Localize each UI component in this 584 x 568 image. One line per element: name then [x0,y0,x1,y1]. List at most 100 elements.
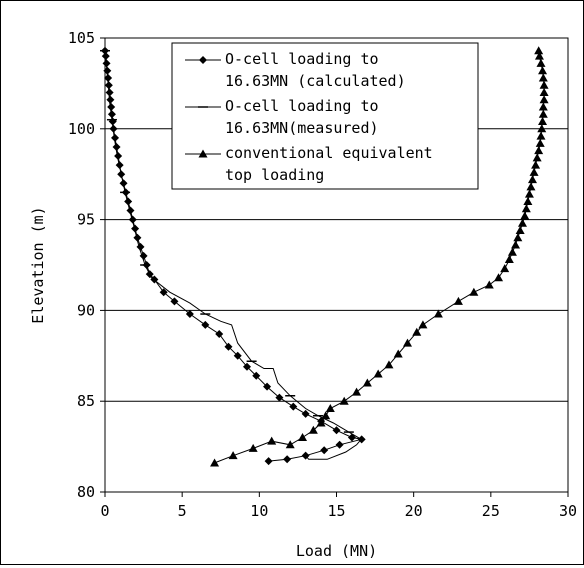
data-point [105,88,114,97]
series-2 [100,49,362,460]
data-point [539,95,549,104]
data-point [106,95,115,104]
data-point [133,233,142,242]
data-point [412,327,422,336]
legend-label: O-cell loading to [225,97,379,115]
data-point [199,56,207,64]
x-tick-label: 30 [559,502,577,520]
data-point [228,451,238,460]
data-point [384,360,394,369]
data-point [523,196,533,205]
legend-label: 16.63MN(measured) [225,119,379,137]
data-point [131,224,140,233]
data-point [233,351,242,360]
data-point [469,287,479,296]
data-point [159,288,168,297]
data-point [298,433,308,442]
data-point [362,378,372,387]
y-tick-label: 100 [68,120,95,138]
x-tick-label: 0 [100,502,109,520]
data-point [347,433,356,442]
data-series [100,46,549,467]
data-point [513,233,523,242]
data-point [538,66,548,75]
data-point [373,369,383,378]
data-point [339,396,349,405]
data-point [418,320,428,329]
x-tick-label: 15 [327,502,345,520]
data-point [453,296,463,305]
y-tick-label: 105 [68,29,95,47]
data-point [107,110,116,119]
data-point [316,418,326,427]
data-point [275,393,284,402]
data-point [128,215,137,224]
data-point [402,338,412,347]
data-point [136,242,145,251]
data-point [534,51,544,60]
data-point [520,211,530,220]
y-tick-label: 85 [77,392,95,410]
data-point [215,330,224,339]
x-tick-label: 5 [178,502,187,520]
data-point [521,204,531,213]
data-point [112,142,121,151]
x-tick-label: 10 [250,502,268,520]
y-axis-ticks: 80 85 90 95 100 105 [68,29,105,501]
data-point [529,167,539,176]
data-point [538,117,548,126]
data-point [532,153,542,162]
data-point [528,175,538,184]
data-point [301,409,310,418]
data-point [511,240,521,249]
data-point [111,133,120,142]
data-point [538,73,548,82]
y-tick-label: 90 [77,301,95,319]
data-point [289,402,298,411]
data-point [325,403,335,412]
data-point [248,443,258,452]
data-point [500,264,510,273]
data-point [526,182,536,191]
legend-label: conventional equivalent [225,144,433,162]
data-point [504,255,514,264]
data-point [185,310,194,319]
legend-entry-1: O-cell loading to 16.63MN (calculated) [185,50,406,90]
data-point [198,149,208,158]
legend-label: top loading [225,166,324,184]
data-point [201,320,210,329]
data-point [538,102,548,111]
data-point [242,362,251,371]
data-point [531,160,541,169]
data-point [285,440,295,449]
data-point [170,297,179,306]
data-point [126,206,135,215]
x-tick-label: 20 [405,502,423,520]
data-point [352,387,362,396]
data-point [332,426,341,435]
data-point [535,138,545,147]
data-point [539,80,549,89]
data-point [320,446,329,455]
data-point [124,197,133,206]
legend-label: O-cell loading to [225,50,379,68]
data-point [224,342,233,351]
data-point [283,455,292,464]
legend-box [171,42,479,190]
data-point [539,87,549,96]
y-tick-label: 80 [77,483,95,501]
series-line [104,50,362,460]
data-point [484,280,494,289]
data-point [536,58,546,67]
data-point [524,189,534,198]
data-point [210,458,220,467]
x-axis-ticks: 0 5 10 15 20 25 30 [100,492,577,520]
data-point [507,247,517,256]
y-tick-label: 95 [77,211,95,229]
legend-entry-2: O-cell loading to 16.63MN(measured) [185,97,379,137]
data-point [104,81,113,90]
data-point [517,218,527,227]
